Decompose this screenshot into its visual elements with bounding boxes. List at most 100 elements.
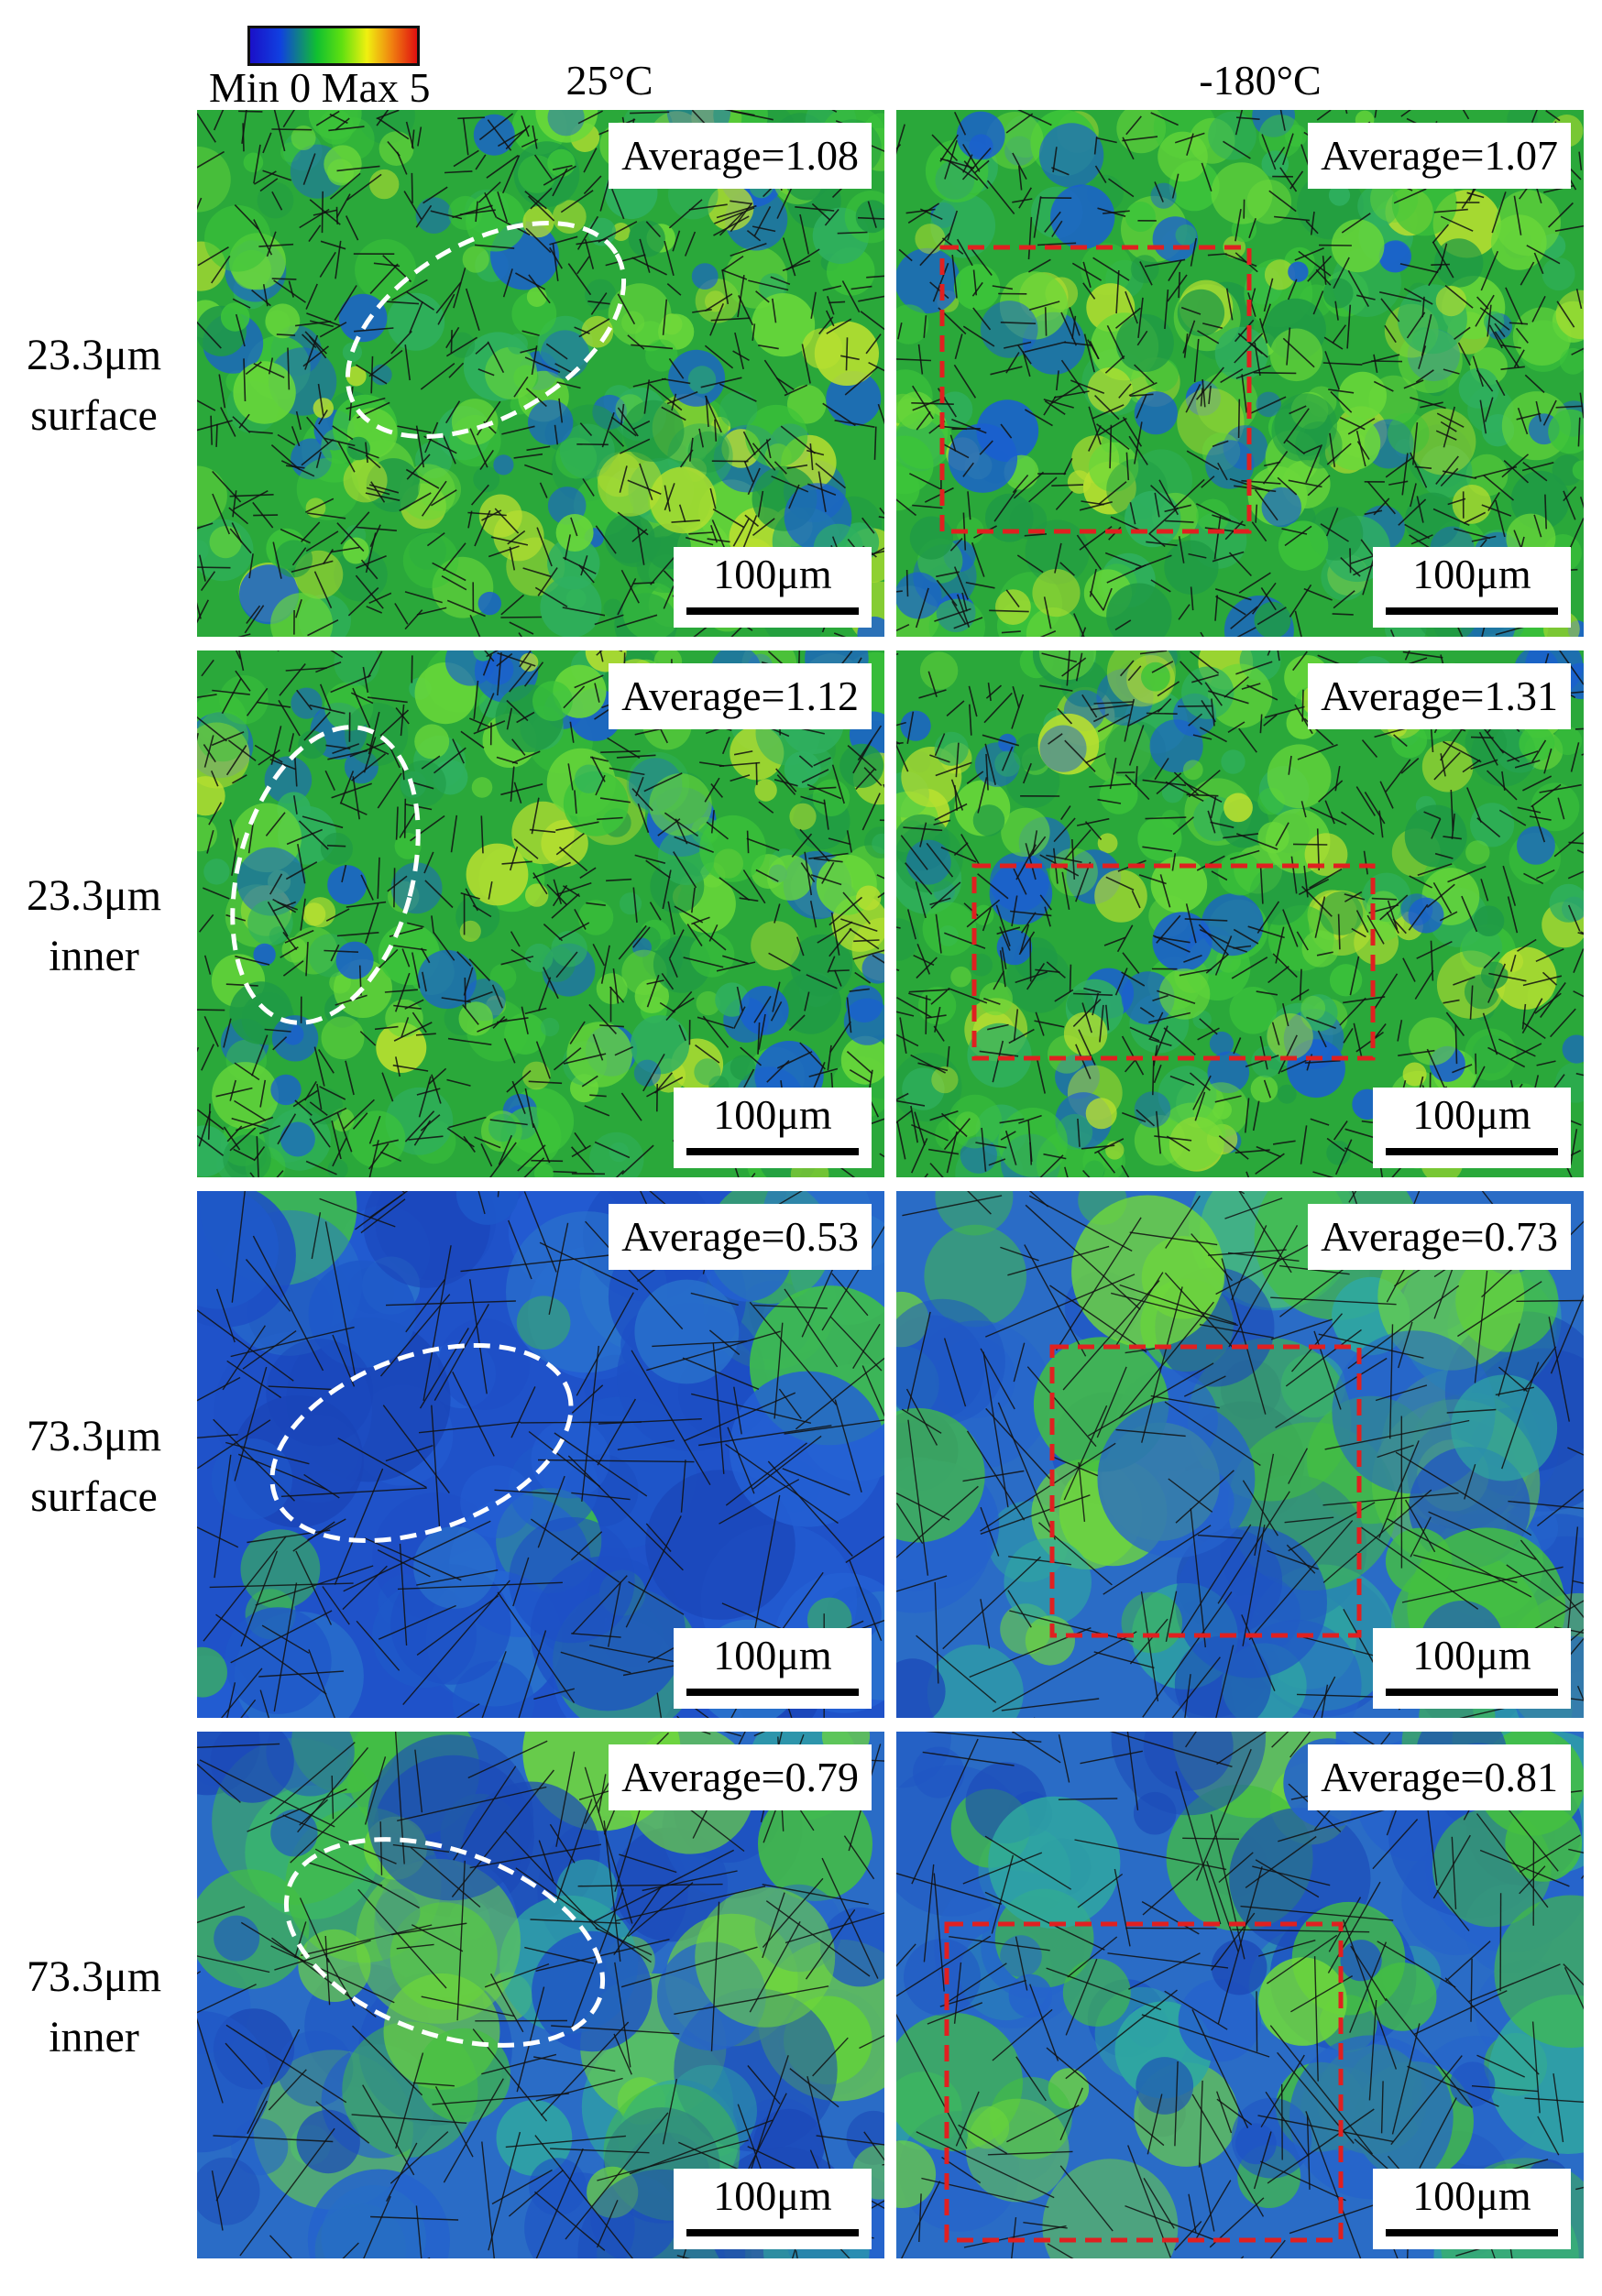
scale-bar: 100μm xyxy=(1373,2169,1571,2249)
grain-boundary xyxy=(318,409,328,425)
grain-boundary xyxy=(799,1042,826,1070)
grain-boundary xyxy=(1531,783,1562,808)
grain-boundary xyxy=(695,1044,720,1064)
grain-boundary xyxy=(1439,911,1458,922)
grain-boundary xyxy=(679,449,694,468)
grain-patch xyxy=(1201,893,1264,957)
grain-boundary xyxy=(1088,406,1102,445)
grain-boundary xyxy=(824,208,839,226)
grain-boundary xyxy=(1136,1109,1156,1127)
grain-boundary xyxy=(664,483,675,511)
grain-boundary xyxy=(402,1580,510,1706)
grain-boundary xyxy=(222,1325,266,1391)
grain-boundary xyxy=(433,932,455,961)
grain-patch xyxy=(739,986,789,1035)
grain-boundary xyxy=(742,431,756,455)
grain-boundary xyxy=(315,110,340,126)
grain-boundary xyxy=(335,117,350,131)
grain-boundary xyxy=(570,517,578,537)
grain-boundary xyxy=(1114,307,1142,329)
grain-boundary xyxy=(1495,626,1525,636)
grain-boundary xyxy=(1199,727,1227,743)
grain-boundary xyxy=(936,579,958,607)
grain-boundary xyxy=(240,1699,257,1718)
grain-boundary xyxy=(1556,301,1575,328)
grain-boundary xyxy=(489,1119,528,1126)
grain-boundary xyxy=(873,426,877,460)
grain-boundary xyxy=(524,1946,595,1964)
grain-boundary xyxy=(315,661,342,673)
grain-boundary xyxy=(430,489,457,507)
grain-boundary xyxy=(674,905,704,924)
grain-boundary xyxy=(955,2091,980,2147)
grain-boundary xyxy=(356,526,397,531)
grain-boundary xyxy=(1011,895,1018,927)
grain-boundary xyxy=(1018,187,1032,209)
grain-boundary xyxy=(1363,850,1368,875)
row-label-3: 73.3μm surface xyxy=(0,1406,188,1527)
grain-boundary xyxy=(555,832,585,856)
grain-boundary xyxy=(1294,610,1302,637)
grain-boundary xyxy=(223,1018,232,1048)
grain-boundary xyxy=(1106,324,1125,360)
grain-boundary xyxy=(336,932,379,937)
grain-boundary xyxy=(268,2069,307,2111)
grain-boundary xyxy=(481,2053,557,2075)
grain-boundary xyxy=(1122,952,1140,974)
grain-patch xyxy=(801,328,843,369)
grain-boundary xyxy=(1029,1142,1033,1165)
grain-boundary xyxy=(1108,178,1135,198)
grain-boundary xyxy=(328,126,365,132)
grain-patch xyxy=(1555,290,1584,339)
grain-boundary xyxy=(592,944,606,967)
grain-boundary xyxy=(1212,514,1246,527)
grain-patch xyxy=(1130,255,1159,283)
grain-boundary xyxy=(1275,1357,1388,1428)
grain-boundary xyxy=(955,742,960,778)
grain-boundary xyxy=(752,323,756,341)
grain-boundary xyxy=(1391,2023,1421,2135)
grain-boundary xyxy=(213,110,225,131)
grain-boundary xyxy=(1039,894,1052,911)
grain-boundary xyxy=(600,750,641,753)
grain-boundary xyxy=(947,210,959,241)
grain-boundary xyxy=(1286,439,1305,455)
grain-boundary xyxy=(896,1092,909,1101)
grain-boundary xyxy=(1103,587,1113,610)
grain-boundary xyxy=(988,1158,1006,1166)
grain-boundary xyxy=(558,846,588,872)
grain-boundary xyxy=(1035,1011,1045,1036)
grain-boundary xyxy=(203,744,216,763)
grain-boundary xyxy=(1129,1026,1160,1042)
grain-patch xyxy=(211,1438,293,1520)
grain-boundary xyxy=(721,269,730,305)
grain-boundary xyxy=(378,1604,456,1640)
grain-boundary xyxy=(1063,1405,1108,1501)
grain-boundary xyxy=(410,1846,481,1908)
grain-boundary xyxy=(1195,2180,1232,2239)
grain-boundary xyxy=(666,282,682,296)
grain-boundary xyxy=(532,1122,551,1164)
grain-boundary xyxy=(533,154,553,180)
grain-boundary xyxy=(642,1870,738,1892)
grain-boundary xyxy=(1125,2204,1213,2240)
grain-boundary xyxy=(584,1105,610,1117)
grain-boundary xyxy=(1049,1285,1147,1353)
grain-boundary xyxy=(291,560,334,573)
grain-boundary xyxy=(362,666,369,694)
grain-patch xyxy=(909,516,953,560)
grain-patch xyxy=(948,423,1018,493)
grain-boundary xyxy=(422,971,427,992)
grain-boundary xyxy=(271,128,313,131)
grain-boundary xyxy=(1522,975,1563,987)
grain-boundary xyxy=(662,299,668,335)
grain-boundary xyxy=(619,465,628,493)
grain-boundary xyxy=(448,362,465,378)
grain-patch xyxy=(896,247,960,314)
grain-boundary xyxy=(286,828,324,846)
grain-boundary xyxy=(1313,1330,1342,1410)
grain-patch xyxy=(1062,1958,1131,2027)
grain-boundary xyxy=(1294,247,1324,261)
grain-patch xyxy=(236,847,306,916)
grain-boundary xyxy=(247,2028,301,2135)
